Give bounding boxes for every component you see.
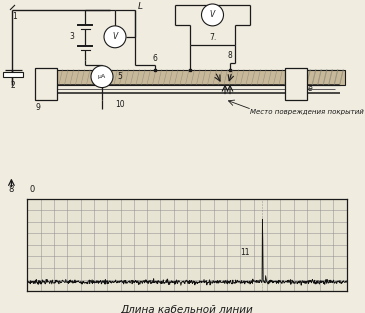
Text: 8: 8 — [228, 51, 233, 60]
Text: Место повреждения покрытий: Место повреждения покрытий — [250, 110, 364, 115]
Text: 0: 0 — [30, 185, 35, 194]
Text: 10: 10 — [115, 100, 125, 109]
Text: 5: 5 — [118, 72, 122, 81]
Bar — [285, 68, 307, 100]
Text: V: V — [210, 10, 215, 19]
Text: L: L — [138, 3, 143, 12]
Text: 8: 8 — [9, 185, 14, 194]
Bar — [3, 72, 23, 77]
Bar — [295, 70, 345, 85]
Circle shape — [201, 4, 223, 26]
Text: 7.: 7. — [209, 33, 216, 42]
Text: 9: 9 — [35, 102, 41, 111]
Text: 3: 3 — [70, 32, 74, 41]
Text: 1: 1 — [13, 13, 18, 21]
Bar — [35, 68, 57, 100]
Bar — [45, 70, 340, 85]
Text: 11: 11 — [240, 248, 249, 257]
Text: μA: μA — [98, 74, 106, 79]
Circle shape — [104, 26, 126, 48]
Text: V: V — [112, 32, 118, 41]
Text: Длина кабельной линии: Длина кабельной линии — [121, 305, 253, 313]
Text: e: e — [308, 84, 312, 93]
Text: 6: 6 — [153, 54, 157, 63]
Text: 2: 2 — [11, 81, 15, 90]
Circle shape — [91, 66, 113, 88]
